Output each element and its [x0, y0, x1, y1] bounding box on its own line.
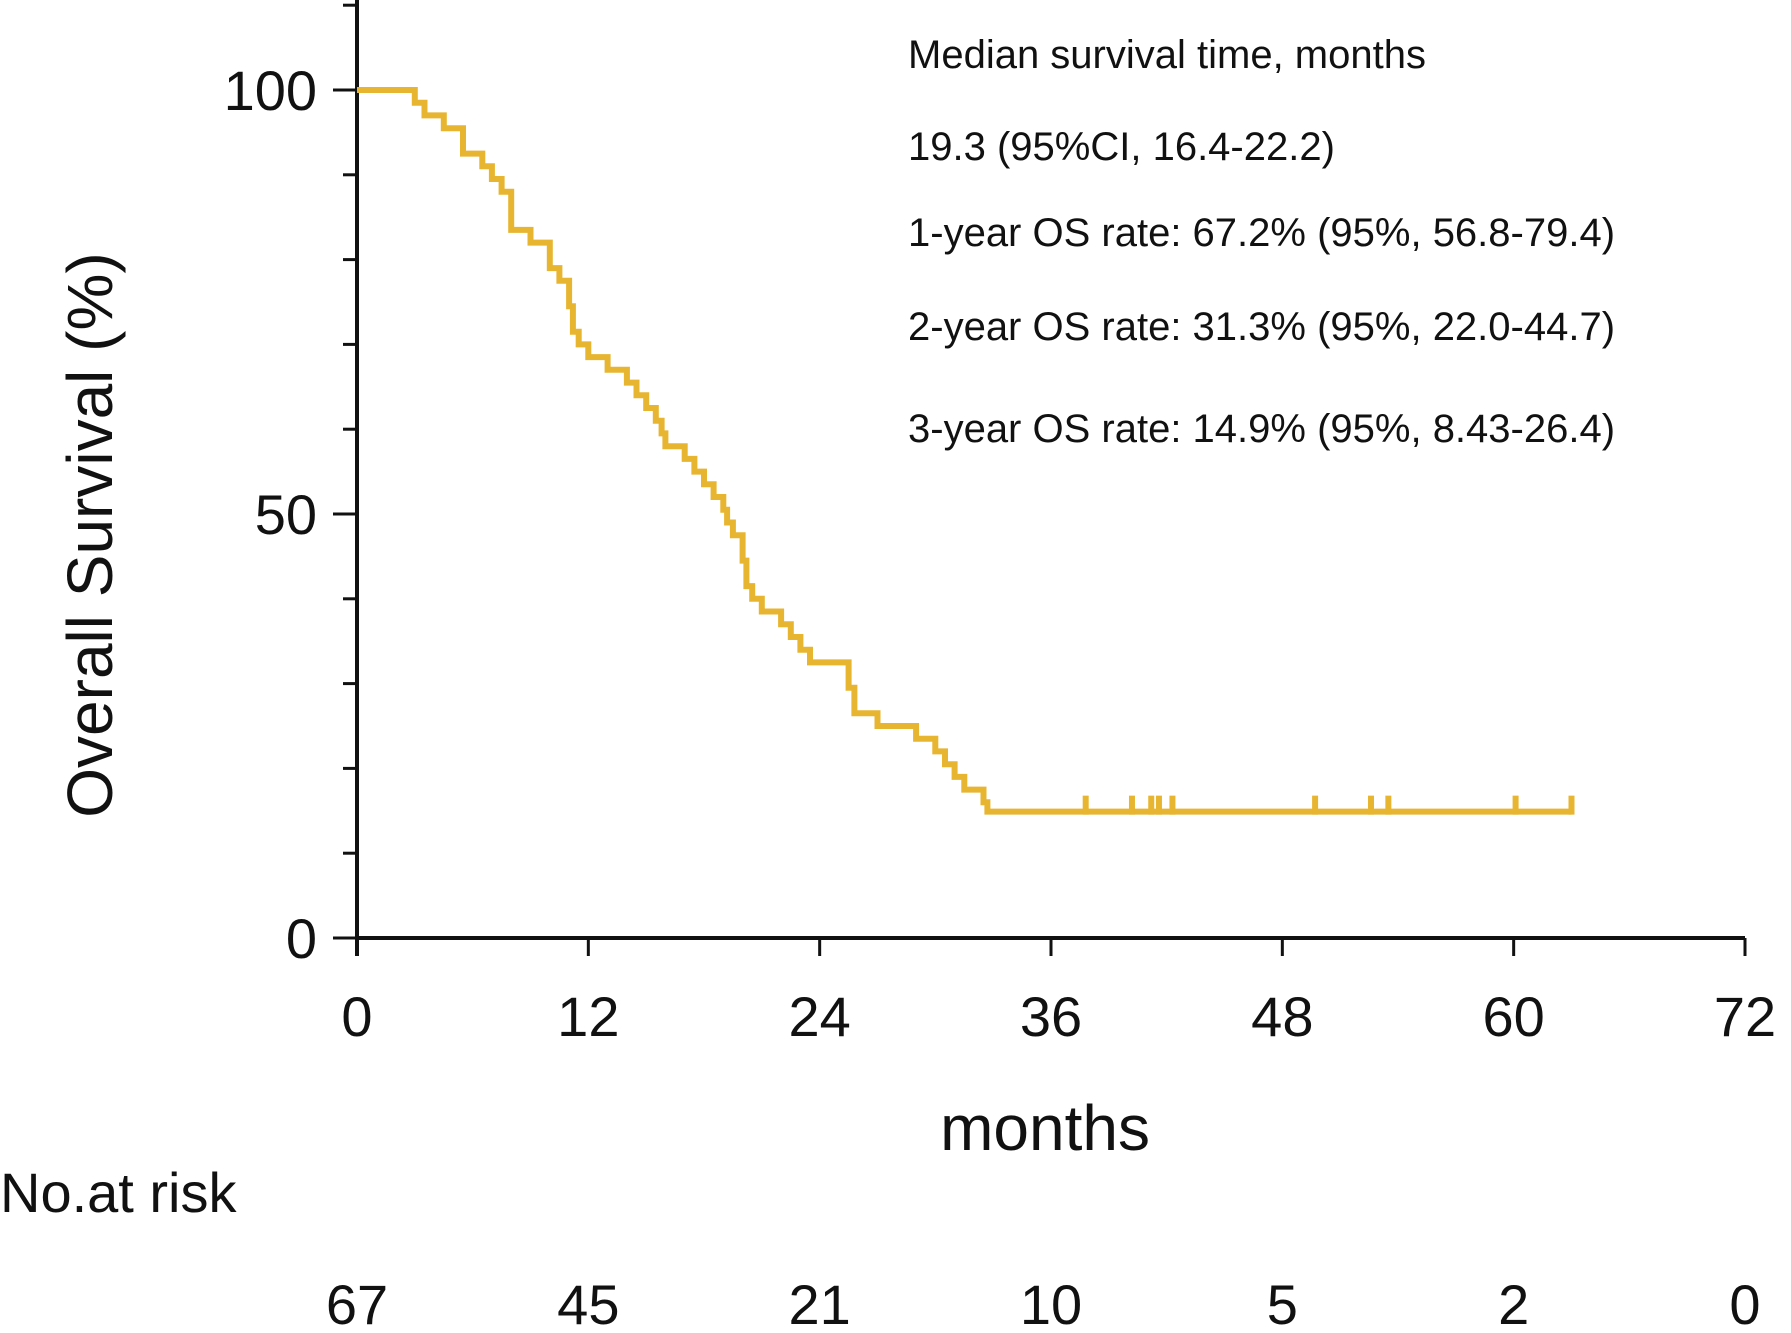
risk-count: 45 — [557, 1273, 619, 1333]
y-tick-label: 100 — [224, 59, 317, 122]
risk-table-counts: 67 45 21 10 5 2 0 — [326, 1273, 1761, 1333]
annotation-1-year-rate: 1-year OS rate: 67.2% (95%, 56.8-79.4) — [908, 211, 1615, 255]
risk-count: 10 — [1020, 1273, 1082, 1333]
annotation-2-year-rate: 2-year OS rate: 31.3% (95%, 22.0-44.7) — [908, 305, 1615, 349]
annotation-block: Median survival time, months 19.3 (95%CI… — [908, 33, 1615, 451]
x-tick-label: 60 — [1483, 985, 1545, 1048]
x-tick-label: 48 — [1251, 985, 1313, 1048]
x-axis-ticks: 0 12 24 36 48 60 72 — [341, 938, 1776, 1048]
x-tick-label: 12 — [557, 985, 619, 1048]
y-tick-label: 0 — [286, 907, 317, 970]
y-tick-label: 50 — [255, 483, 317, 546]
risk-count: 67 — [326, 1273, 388, 1333]
annotation-median-value: 19.3 (95%CI, 16.4-22.2) — [908, 125, 1335, 169]
annotation-3-year-rate: 3-year OS rate: 14.9% (95%, 8.43-26.4) — [908, 407, 1615, 451]
y-axis-title: Overall Survival (%) — [54, 252, 126, 817]
annotation-median-title: Median survival time, months — [908, 33, 1426, 77]
risk-count: 21 — [789, 1273, 851, 1333]
km-survival-curve — [357, 87, 1572, 815]
x-tick-label: 24 — [789, 985, 851, 1048]
y-axis-ticks: 0 50 100 — [224, 59, 357, 970]
x-tick-label: 0 — [341, 985, 372, 1048]
risk-count: 5 — [1267, 1273, 1298, 1333]
x-tick-label: 36 — [1020, 985, 1082, 1048]
risk-table-title: No.at risk — [0, 1161, 237, 1224]
y-minor-ticks — [343, 3, 357, 940]
risk-count: 2 — [1498, 1273, 1529, 1333]
risk-count: 0 — [1729, 1273, 1760, 1333]
censor-marks — [1082, 795, 1575, 815]
x-axis-title: months — [940, 1092, 1150, 1164]
x-tick-label: 72 — [1714, 985, 1776, 1048]
